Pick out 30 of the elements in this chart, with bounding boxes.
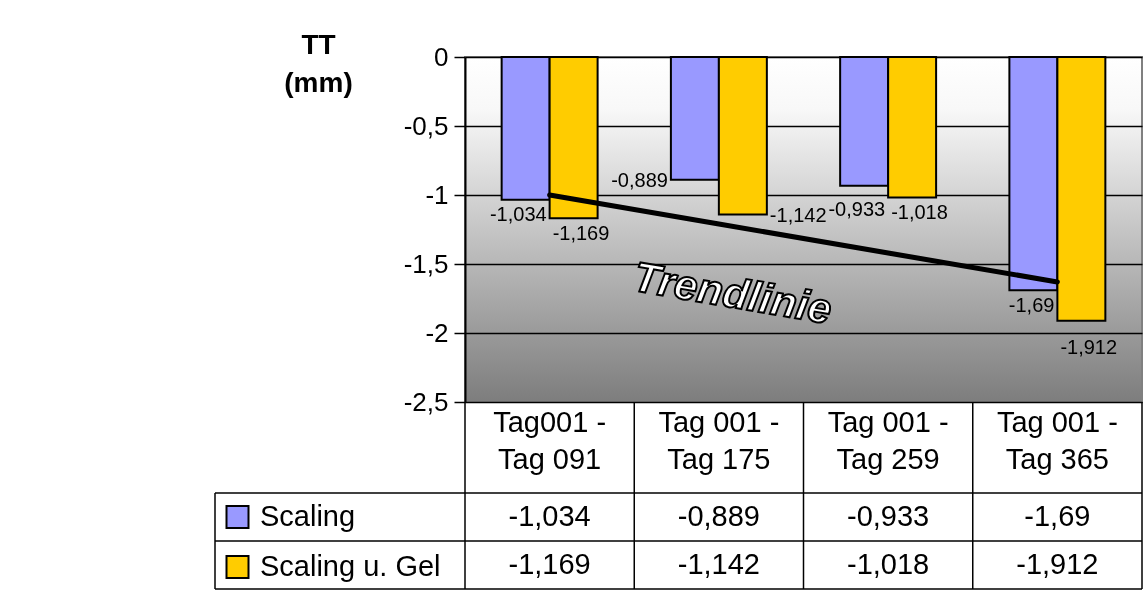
y-tick-label: -2 [425,317,449,348]
text: -1,142 [769,203,827,226]
text: Trendlinie [630,252,836,333]
text: -1,018 [891,200,948,223]
y-tick-label: -1,5 [403,248,449,279]
x-tick-label: Tag001 - Tag 091 [493,405,607,475]
y-tick-label: 0 [434,41,449,72]
data-label: -1,69 [1024,500,1091,532]
legend-label: Scaling [260,500,356,532]
data-label: -1,018 [847,548,930,580]
x-tick-label: Tag 001 - Tag 175 [658,405,780,475]
y-tick-label: -0,5 [403,110,449,141]
y-tick-label: -1 [425,179,449,210]
legend-label: Scaling u. Gel [260,550,441,582]
text: -1,912 [1060,336,1118,359]
x-tick-label: Tag 001 - Tag 259 [827,405,949,475]
text: -0,889 [611,168,668,191]
text: -0,933 [828,198,886,221]
data-label: -1,912 [1016,548,1099,580]
data-label: -1,142 [677,548,760,580]
data-label: -1,169 [508,548,591,580]
text: -1,169 [552,221,610,244]
data-label: -0,889 [677,500,760,532]
y-axis-title: TT (mm) [284,28,353,98]
data-label: -0,933 [847,500,930,532]
text: -1,034 [489,202,547,225]
data-label: -1,034 [508,500,591,532]
text: -1,69 [1008,293,1055,316]
x-tick-label: Tag 001 - Tag 365 [996,405,1118,475]
y-tick-label: -2,5 [403,386,449,417]
